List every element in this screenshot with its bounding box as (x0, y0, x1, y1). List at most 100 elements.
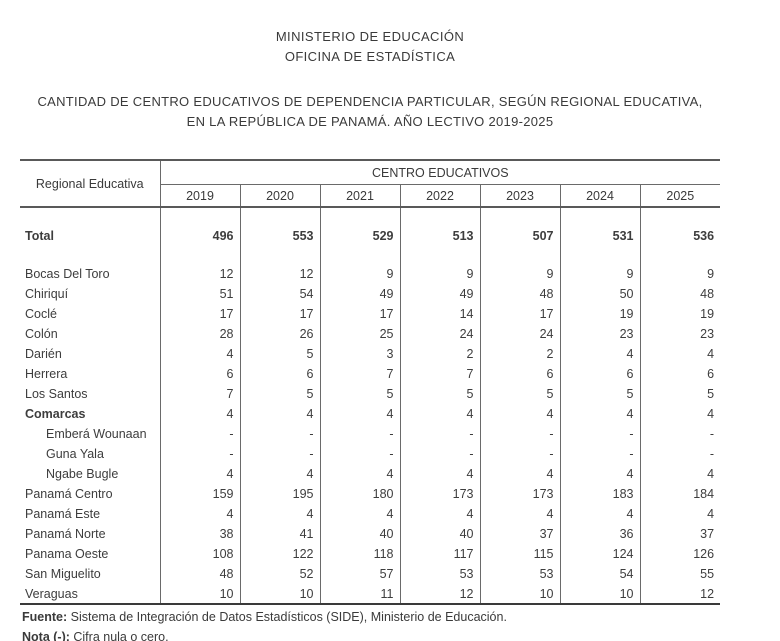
value-cell: 17 (319, 304, 400, 324)
value-cell: - (399, 444, 480, 464)
table-row: Chiriquí 51 54 49 49 48 50 48 (20, 284, 721, 304)
value-cell: 49 (319, 284, 400, 304)
table-row: Veraguas 10 10 11 12 10 10 12 (20, 584, 721, 604)
value-cell: 124 (559, 544, 640, 564)
value-cell: 173 (399, 484, 480, 504)
value-cell: 4 (159, 404, 240, 424)
value-cell: 5 (239, 384, 320, 404)
value-cell: 4 (399, 504, 480, 524)
value-cell: 553 (239, 207, 320, 264)
region-label: Ngabe Bugle (46, 467, 119, 481)
value-cell: 5 (559, 384, 640, 404)
value-cell: 24 (479, 324, 560, 344)
region-label: Panamá Norte (25, 527, 106, 541)
value-cell: 28 (159, 324, 240, 344)
table-row: Emberá Wounaan - - - - - - - (20, 424, 721, 444)
value-cell: 4 (399, 404, 480, 424)
region-label: Coclé (25, 307, 57, 321)
document-title: CANTIDAD DE CENTRO EDUCATIVOS DE DEPENDE… (0, 92, 740, 132)
value-cell: 12 (399, 584, 480, 604)
table-row: Panamá Norte 38 41 40 40 37 36 37 (20, 524, 721, 544)
value-cell: 54 (239, 284, 320, 304)
value-cell: 41 (239, 524, 320, 544)
table-row: Panama Oeste 108 122 118 117 115 124 126 (20, 544, 721, 564)
organization-header: MINISTERIO DE EDUCACIÓN OFICINA DE ESTAD… (0, 0, 740, 67)
value-cell: 17 (239, 304, 320, 324)
value-cell: 36 (559, 524, 640, 544)
statistics-table: Regional Educativa CENTRO EDUCATIVOS 201… (20, 159, 721, 605)
region-label: Bocas Del Toro (25, 267, 110, 281)
value-cell: 4 (399, 464, 480, 484)
year-header-2020: 2020 (239, 184, 320, 208)
column-group-header: CENTRO EDUCATIVOS (159, 160, 721, 185)
value-cell: 57 (319, 564, 400, 584)
value-cell: 4 (639, 404, 721, 424)
value-cell: 10 (159, 584, 240, 604)
region-label: Emberá Wounaan (46, 427, 147, 441)
total-row: Total 496 553 529 513 507 531 536 (20, 207, 721, 264)
table-row: San Miguelito 48 52 57 53 53 54 55 (20, 564, 721, 584)
value-cell: 17 (479, 304, 560, 324)
year-header-2023: 2023 (479, 184, 560, 208)
region-label: Total (25, 229, 54, 243)
region-label: San Miguelito (25, 567, 101, 581)
value-cell: 37 (639, 524, 721, 544)
value-cell: 12 (159, 264, 240, 284)
value-cell: 183 (559, 484, 640, 504)
table-title-line2: EN LA REPÚBLICA DE PANAMÁ. AÑO LECTIVO 2… (186, 114, 554, 129)
value-cell: 48 (639, 284, 721, 304)
value-cell: 536 (639, 207, 721, 264)
region-label: Darién (25, 347, 62, 361)
value-cell: 10 (479, 584, 560, 604)
value-cell: 4 (559, 344, 640, 364)
table-row: Guna Yala - - - - - - - (20, 444, 721, 464)
region-label: Chiriquí (25, 287, 69, 301)
row-header-label: Regional Educativa (20, 160, 160, 208)
value-cell: 513 (399, 207, 480, 264)
table-row: Ngabe Bugle 4 4 4 4 4 4 4 (20, 464, 721, 484)
value-cell: 5 (639, 384, 721, 404)
region-label: Panama Oeste (25, 547, 109, 561)
value-cell: 507 (479, 207, 560, 264)
value-cell: 6 (159, 364, 240, 384)
value-cell: 4 (559, 404, 640, 424)
value-cell: 48 (479, 284, 560, 304)
table-row: Panamá Centro 159 195 180 173 173 183 184 (20, 484, 721, 504)
value-cell: 5 (479, 384, 560, 404)
table-row: Los Santos 7 5 5 5 5 5 5 (20, 384, 721, 404)
value-cell: 108 (159, 544, 240, 564)
group-header-row: Regional Educativa CENTRO EDUCATIVOS (20, 160, 721, 208)
source-label: Fuente: (22, 610, 68, 624)
value-cell: 9 (559, 264, 640, 284)
region-label: Herrera (25, 367, 68, 381)
note-text: Cifra nula o cero. (69, 630, 169, 641)
value-cell: - (559, 444, 640, 464)
value-cell: - (239, 444, 320, 464)
value-cell: 529 (319, 207, 400, 264)
region-label: Los Santos (25, 387, 88, 401)
ministry-title: MINISTERIO DE EDUCACIÓN (275, 29, 465, 44)
value-cell: - (319, 424, 400, 444)
value-cell: 195 (239, 484, 320, 504)
value-cell: 10 (559, 584, 640, 604)
value-cell: - (639, 444, 721, 464)
value-cell: 53 (479, 564, 560, 584)
value-cell: 50 (559, 284, 640, 304)
value-cell: 126 (639, 544, 721, 564)
region-label: Veraguas (25, 586, 78, 601)
value-cell: 4 (479, 464, 560, 484)
value-cell: 12 (639, 584, 721, 604)
null-value-note: Nota (-): Cifra nula o cero. (22, 627, 780, 641)
value-cell: 4 (239, 464, 320, 484)
table-row: Panamá Este 4 4 4 4 4 4 4 (20, 504, 721, 524)
value-cell: 6 (559, 364, 640, 384)
value-cell: 4 (319, 464, 400, 484)
table-row: Colón 28 26 25 24 24 23 23 (20, 324, 721, 344)
value-cell: 10 (239, 584, 320, 604)
value-cell: 23 (639, 324, 721, 344)
value-cell: 115 (479, 544, 560, 564)
region-label: Colón (25, 327, 58, 341)
value-cell: 4 (319, 504, 400, 524)
value-cell: 23 (559, 324, 640, 344)
value-cell: 38 (159, 524, 240, 544)
